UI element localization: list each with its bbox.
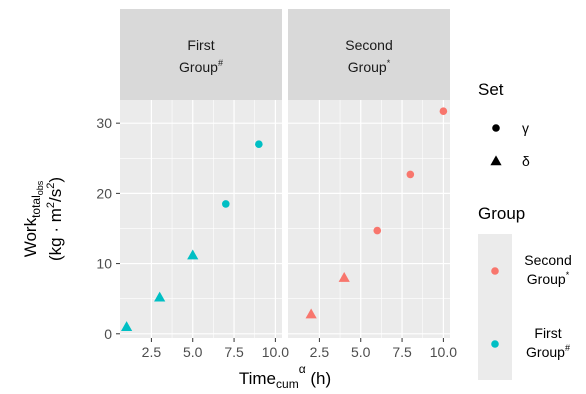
x-tick-label: 7.5: [224, 344, 244, 360]
y-tick-label: 20: [96, 185, 112, 201]
legend-label: Second: [524, 252, 571, 268]
facet-strip-label: Second: [345, 37, 392, 53]
facet-strip-label: First: [187, 37, 214, 53]
facet-strip: [120, 9, 282, 100]
panel-background: [288, 100, 450, 338]
data-point: [255, 140, 263, 149]
facet-strip-label: Group*: [348, 58, 391, 75]
x-tick-label: 2.5: [310, 344, 330, 360]
data-point: [221, 200, 230, 208]
x-tick-label: 7.5: [392, 344, 412, 360]
data-point: [121, 321, 133, 331]
legend-title: Group: [478, 204, 525, 223]
legend-label: First: [534, 325, 561, 341]
legend-key: [491, 340, 499, 348]
legend-key: [492, 124, 500, 132]
data-point: [439, 107, 448, 116]
x-tick-label: 2.5: [142, 344, 162, 360]
x-tick-label: 5.0: [183, 344, 203, 360]
legend-label: Group#: [526, 343, 570, 360]
data-point: [187, 249, 199, 260]
data-point: [305, 308, 317, 319]
data-point: [406, 170, 415, 179]
y-axis-title: Worktotalobs(kg · m2/s2): [21, 177, 65, 261]
legend-key: [490, 155, 502, 166]
data-point: [373, 226, 382, 235]
facet-strip: [288, 9, 450, 100]
legend-key: [491, 267, 499, 275]
x-axis-title: Timecumα (h): [239, 362, 331, 389]
legend-title: Set: [478, 80, 504, 99]
y-tick-label: 0: [104, 326, 112, 342]
x-tick-label: 5.0: [351, 344, 371, 360]
legend-label: δ: [522, 153, 530, 169]
y-axis-title-line2: (kg · m2/s2): [45, 177, 65, 261]
panel-background: [120, 100, 282, 338]
x-tick-label: 10.0: [262, 344, 289, 360]
facet-strip-label: Group#: [179, 58, 223, 75]
y-tick-label: 30: [96, 115, 112, 131]
y-axis-title-line1: Worktotalobs: [21, 180, 45, 257]
y-tick-label: 10: [96, 256, 112, 272]
legend-label: γ: [522, 120, 529, 136]
x-tick-label: 10.0: [430, 344, 457, 360]
legend-label: Group*: [527, 270, 570, 287]
data-point: [338, 272, 350, 282]
data-point: [154, 291, 166, 302]
